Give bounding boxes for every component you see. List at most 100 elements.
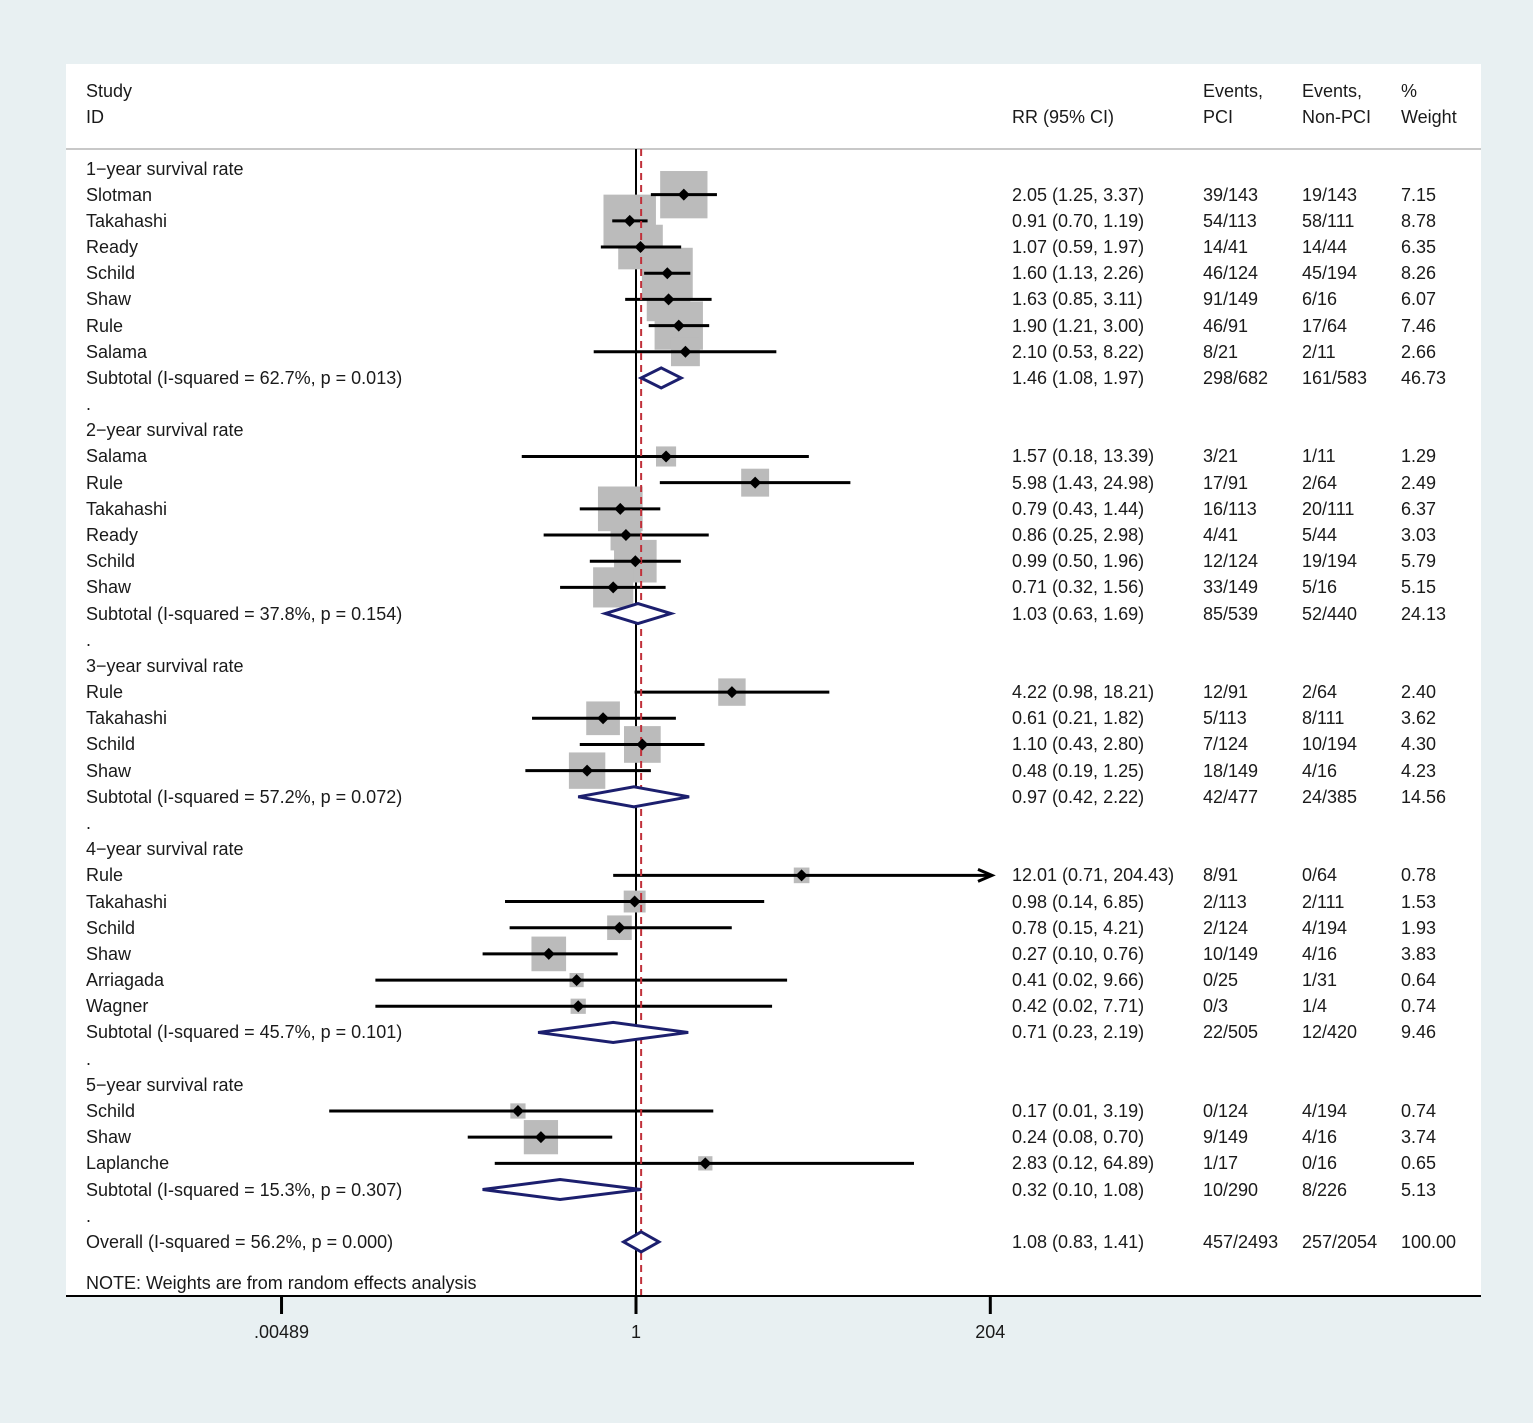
subtotal-label: Subtotal (I-squared = 15.3%, p = 0.307) bbox=[86, 1179, 403, 1200]
study-label: Shaw bbox=[86, 1127, 132, 1148]
group-heading: 2−year survival rate bbox=[86, 420, 244, 441]
events-nonpci-value: 58/111 bbox=[1302, 210, 1355, 231]
header-events-nonpci: Events, Non-PCI bbox=[1302, 81, 1372, 127]
events-nonpci-value: 14/44 bbox=[1302, 237, 1348, 258]
rr-ci-value: 4.22 (0.98, 18.21) bbox=[1012, 682, 1155, 703]
weight-value: 1.29 bbox=[1401, 446, 1437, 467]
events-nonpci-value: 6/16 bbox=[1302, 289, 1338, 310]
events-nonpci-value: 161/583 bbox=[1302, 367, 1368, 388]
events-pci-value: 17/91 bbox=[1203, 472, 1249, 493]
events-nonpci-value: 20/111 bbox=[1302, 498, 1355, 519]
rr-ci-value: 0.71 (0.23, 2.19) bbox=[1012, 1022, 1145, 1043]
study-label: Wagner bbox=[86, 996, 149, 1017]
subtotal-label: Subtotal (I-squared = 45.7%, p = 0.101) bbox=[86, 1022, 403, 1043]
events-nonpci-value: 52/440 bbox=[1302, 603, 1358, 624]
rr-ci-value: 12.01 (0.71, 204.43) bbox=[1012, 865, 1175, 886]
study-label: Ready bbox=[86, 525, 139, 546]
events-pci-value: 10/290 bbox=[1203, 1179, 1259, 1200]
weight-value: 7.15 bbox=[1401, 184, 1437, 205]
events-pci-value: 298/682 bbox=[1203, 367, 1269, 388]
events-nonpci-value: 2/11 bbox=[1302, 341, 1336, 362]
point-estimate bbox=[661, 267, 674, 280]
events-pci-value: 457/2493 bbox=[1203, 1231, 1279, 1252]
weight-value: 3.83 bbox=[1401, 943, 1437, 964]
point-estimate bbox=[628, 895, 641, 908]
events-pci-value: 2/113 bbox=[1203, 891, 1247, 912]
study-label: Salama bbox=[86, 446, 148, 467]
weight-value: 14.56 bbox=[1401, 786, 1447, 807]
events-nonpci-value: 0/64 bbox=[1302, 865, 1338, 886]
events-pci-value: 42/477 bbox=[1203, 786, 1259, 807]
study-label: Takahashi bbox=[86, 210, 168, 231]
subtotal-label: Subtotal (I-squared = 37.8%, p = 0.154) bbox=[86, 603, 403, 624]
weight-value: 2.66 bbox=[1401, 341, 1437, 362]
study-label: Shaw bbox=[86, 943, 132, 964]
study-label: Ready bbox=[86, 237, 139, 258]
rr-ci-value: 0.17 (0.01, 3.19) bbox=[1012, 1100, 1145, 1121]
point-estimate bbox=[749, 476, 762, 489]
group-heading: 3−year survival rate bbox=[86, 655, 244, 676]
events-pci-value: 3/21 bbox=[1203, 446, 1239, 467]
events-pci-value: 2/124 bbox=[1203, 917, 1249, 938]
events-nonpci-value: 4/194 bbox=[1302, 917, 1348, 938]
row-spacer: . bbox=[86, 813, 92, 833]
header-rr: RR (95% CI) bbox=[1012, 107, 1115, 127]
weight-value: 1.93 bbox=[1401, 917, 1437, 938]
weight-value: 6.37 bbox=[1401, 498, 1437, 519]
study-label: Slotman bbox=[86, 184, 153, 205]
weight-value: 2.40 bbox=[1401, 682, 1437, 703]
events-nonpci-value: 1/4 bbox=[1302, 996, 1328, 1017]
study-label: Rule bbox=[86, 315, 124, 336]
events-nonpci-value: 19/143 bbox=[1302, 184, 1358, 205]
events-pci-value: 4/41 bbox=[1203, 525, 1239, 546]
point-estimate bbox=[662, 293, 675, 306]
subtotal-diamond bbox=[600, 601, 677, 626]
rr-ci-value: 1.60 (1.13, 2.26) bbox=[1012, 263, 1145, 284]
weight-value: 100.00 bbox=[1401, 1231, 1457, 1252]
point-estimate bbox=[619, 529, 632, 542]
study-label: Schild bbox=[86, 263, 136, 284]
rr-ci-value: 5.98 (1.43, 24.98) bbox=[1012, 472, 1155, 493]
study-label: Schild bbox=[86, 1100, 136, 1121]
events-nonpci-value: 2/111 bbox=[1302, 891, 1345, 912]
subtotal-label: Subtotal (I-squared = 62.7%, p = 0.013) bbox=[86, 367, 403, 388]
events-nonpci-value: 4/194 bbox=[1302, 1100, 1348, 1121]
events-pci-value: 46/91 bbox=[1203, 315, 1249, 336]
rr-ci-value: 1.10 (0.43, 2.80) bbox=[1012, 734, 1145, 755]
events-nonpci-value: 257/2054 bbox=[1302, 1231, 1378, 1252]
weight-value: 0.74 bbox=[1401, 996, 1437, 1017]
events-nonpci-value: 19/194 bbox=[1302, 551, 1358, 572]
events-pci-value: 8/91 bbox=[1203, 865, 1239, 886]
study-label: Takahashi bbox=[86, 891, 168, 912]
rr-ci-value: 0.99 (0.50, 1.96) bbox=[1012, 551, 1145, 572]
ci-arrow bbox=[977, 867, 996, 883]
events-nonpci-value: 1/31 bbox=[1302, 970, 1338, 991]
rr-ci-value: 0.42 (0.02, 7.71) bbox=[1012, 996, 1145, 1017]
events-nonpci-value: 0/16 bbox=[1302, 1153, 1338, 1174]
weight-value: 0.78 bbox=[1401, 865, 1437, 886]
rr-ci-value: 1.03 (0.63, 1.69) bbox=[1012, 603, 1145, 624]
weight-value: 2.49 bbox=[1401, 472, 1437, 493]
study-label: Takahashi bbox=[86, 498, 168, 519]
weight-value: 6.07 bbox=[1401, 289, 1437, 310]
rr-ci-value: 1.57 (0.18, 13.39) bbox=[1012, 446, 1155, 467]
study-label: Takahashi bbox=[86, 708, 168, 729]
events-nonpci-value: 4/16 bbox=[1302, 1127, 1338, 1148]
weight-value: 8.78 bbox=[1401, 210, 1437, 231]
events-pci-value: 46/124 bbox=[1203, 263, 1259, 284]
point-estimate bbox=[597, 712, 610, 725]
footnote: NOTE: Weights are from random effects an… bbox=[86, 1273, 477, 1293]
rr-ci-value: 0.41 (0.02, 9.66) bbox=[1012, 970, 1145, 991]
study-label: Salama bbox=[86, 341, 148, 362]
overall-label: Overall (I-squared = 56.2%, p = 0.000) bbox=[86, 1231, 394, 1252]
header-weight: % Weight bbox=[1401, 81, 1457, 127]
weight-value: 0.74 bbox=[1401, 1100, 1437, 1121]
events-pci-value: 5/113 bbox=[1203, 708, 1247, 729]
events-pci-value: 0/25 bbox=[1203, 970, 1239, 991]
point-estimate bbox=[629, 555, 642, 568]
study-label: Arriagada bbox=[86, 970, 165, 991]
events-pci-value: 12/124 bbox=[1203, 551, 1259, 572]
point-estimate bbox=[679, 345, 692, 358]
events-pci-value: 10/149 bbox=[1203, 943, 1259, 964]
rr-ci-value: 1.63 (0.85, 3.11) bbox=[1012, 289, 1143, 310]
